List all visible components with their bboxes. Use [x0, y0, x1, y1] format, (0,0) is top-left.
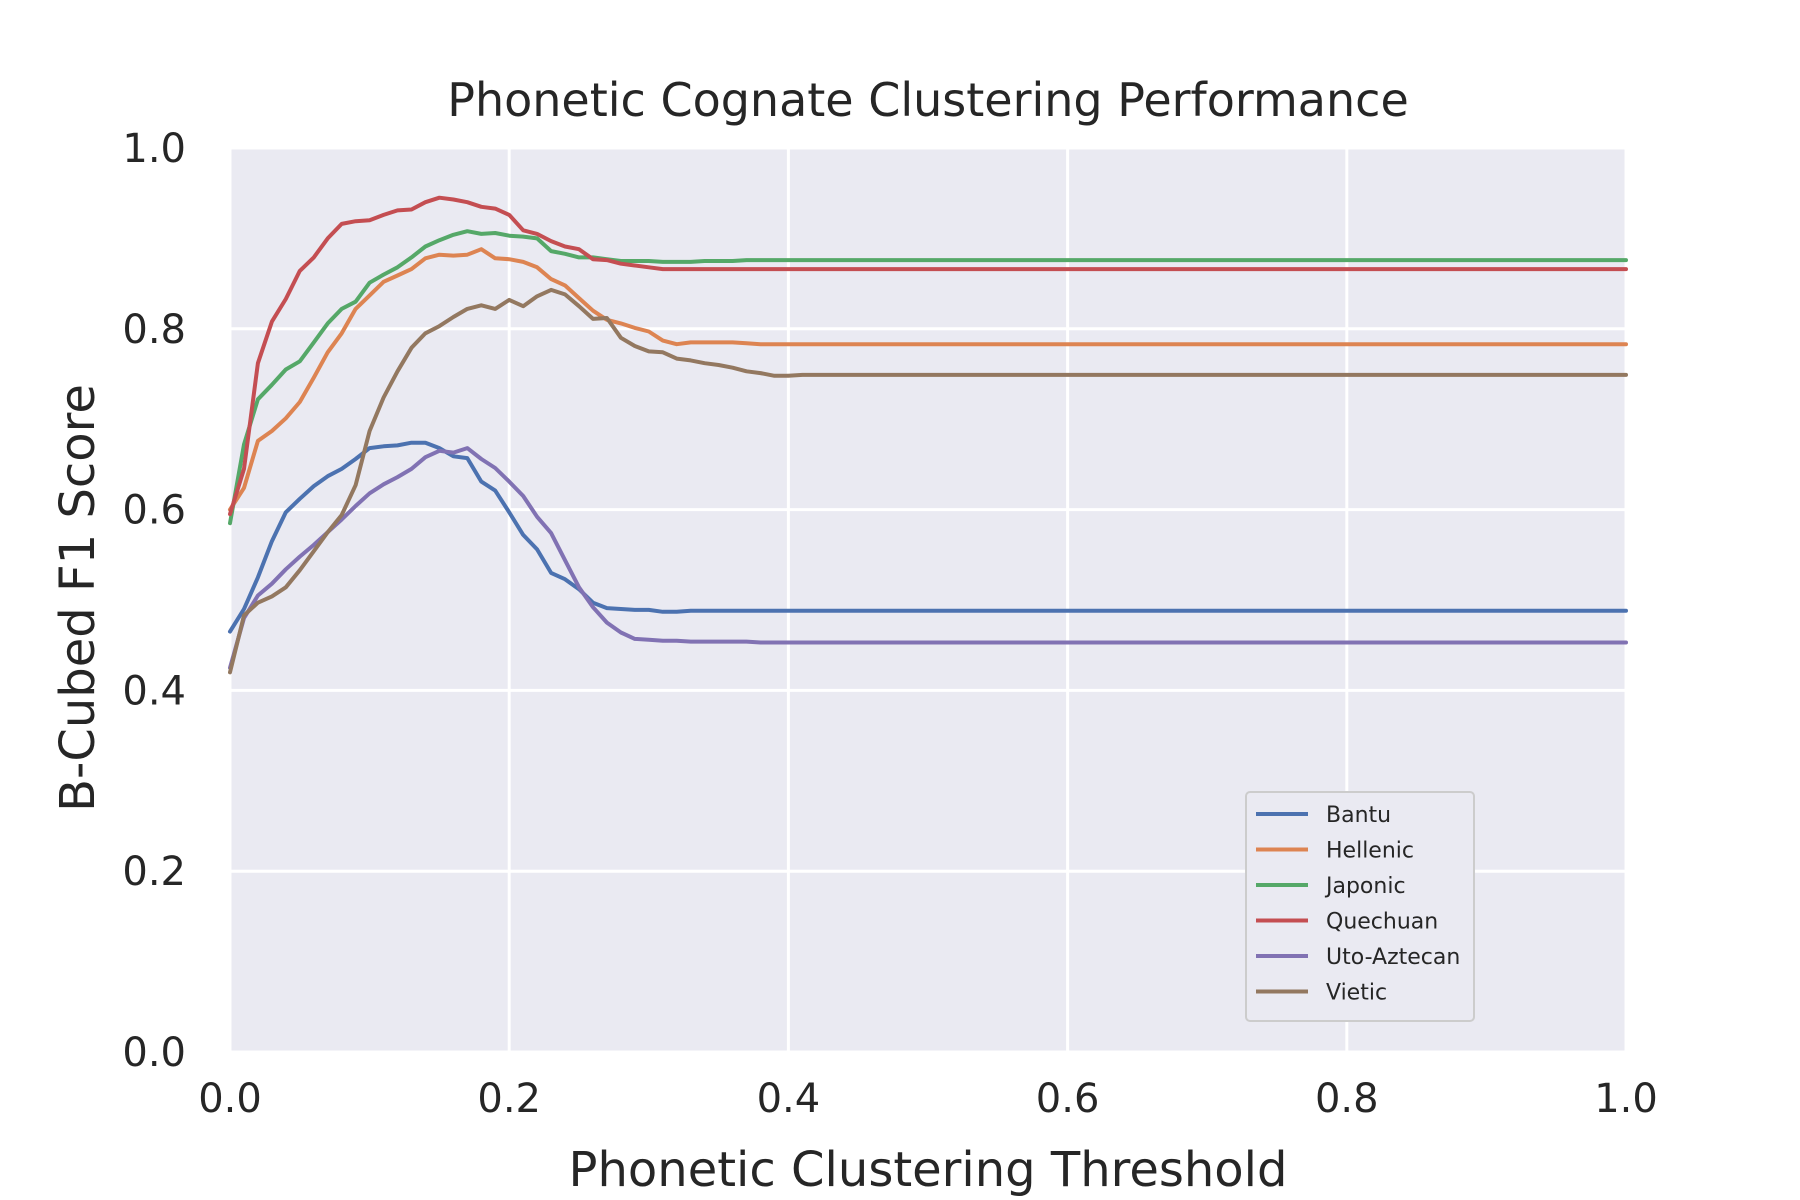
series-line-vietic — [228, 287, 1628, 675]
x-tick-label: 0.0 — [198, 1076, 262, 1122]
x-tick-label: 0.8 — [1315, 1076, 1379, 1122]
series-line-japonic — [228, 229, 1628, 526]
legend-label-vietic: Vietic — [1326, 981, 1387, 1006]
y-tick-label: 0.8 — [122, 307, 186, 353]
y-tick-label: 0.0 — [122, 1030, 186, 1076]
x-tick-label: 0.6 — [1036, 1076, 1100, 1122]
x-tick-labels: 0.0 0.2 0.4 0.6 0.8 1.0 — [198, 1076, 1658, 1122]
y-tick-label: 0.6 — [122, 488, 186, 534]
series-line-quechuan — [228, 195, 1628, 517]
chart-title: Phonetic Cognate Clustering Performance — [447, 73, 1409, 127]
legend-label-quechuan: Quechuan — [1326, 910, 1438, 935]
y-tick-label: 1.0 — [122, 126, 186, 172]
series-line-bantu — [228, 440, 1628, 634]
series-line-hellenic — [228, 247, 1628, 512]
legend-label-japonic: Japonic — [1324, 874, 1406, 899]
x-tick-label: 1.0 — [1594, 1076, 1658, 1122]
y-tick-labels: 0.0 0.2 0.4 0.6 0.8 1.0 — [122, 126, 186, 1076]
x-axis-label: Phonetic Clustering Threshold — [569, 1142, 1288, 1198]
x-tick-label: 0.2 — [477, 1076, 541, 1122]
series-lines — [228, 195, 1628, 675]
legend-label-uto-aztecan: Uto-Aztecan — [1326, 945, 1460, 970]
legend: Bantu Hellenic Japonic Quechuan Uto-Aztecan V… — [1245, 791, 1475, 1022]
y-axis-label: B-Cubed F1 Score — [50, 384, 106, 812]
legend-label-hellenic: Hellenic — [1326, 839, 1414, 864]
y-tick-label: 0.2 — [122, 849, 186, 895]
x-tick-label: 0.4 — [757, 1076, 821, 1122]
y-tick-label: 0.4 — [122, 668, 186, 714]
legend-label-bantu: Bantu — [1326, 803, 1391, 828]
